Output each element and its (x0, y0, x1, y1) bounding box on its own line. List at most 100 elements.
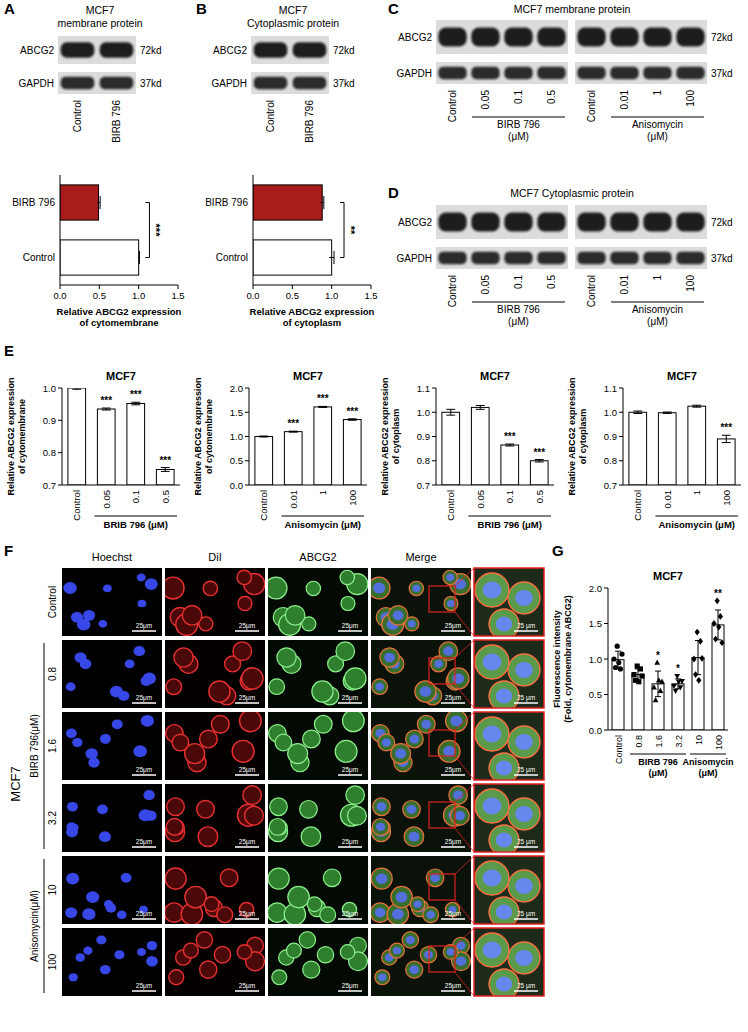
nucleus (88, 758, 99, 768)
tick (619, 388, 623, 389)
scale-label: 25μm (445, 838, 461, 846)
error-bar (329, 251, 334, 264)
scale-bar (132, 918, 156, 920)
row-label: 1.6 (47, 739, 58, 753)
blot-band (643, 212, 671, 231)
micrograph (268, 712, 368, 780)
plot-area (442, 405, 548, 485)
nucleus (483, 798, 502, 815)
axis-title: Relative ABCG2 expressionof cytomembrane (193, 377, 214, 495)
scale-bar (132, 630, 156, 632)
tick-label: 0.9 (604, 431, 617, 442)
channel-label: Merge (405, 551, 436, 563)
blot-membrane (436, 62, 568, 84)
point (713, 636, 718, 643)
tick (253, 285, 254, 289)
tick-label: 0.0 (589, 725, 602, 736)
lane-label: 0.5 (546, 90, 557, 104)
nucleus (375, 683, 384, 691)
nucleus (483, 870, 502, 887)
zoom-box (429, 586, 455, 612)
group-line (44, 859, 45, 993)
nucleus (496, 689, 513, 704)
group-line (611, 302, 704, 303)
cell-membrane (237, 945, 252, 960)
zoom-border (474, 928, 544, 996)
point (671, 684, 677, 689)
significance: *** (346, 406, 358, 417)
tick-label: 1.0 (325, 290, 338, 301)
point (611, 656, 616, 661)
micrograph (62, 712, 162, 780)
nucleus (395, 749, 406, 759)
tick (604, 659, 608, 660)
lane-label: 0.1 (513, 90, 524, 104)
chart: BIRB 796Control0.00.51.01.5Relative ABCG… (205, 175, 377, 328)
blot-band (643, 252, 671, 264)
zoom-box (429, 730, 455, 756)
cell-membrane (197, 801, 215, 819)
blot-band (610, 67, 638, 79)
bar (68, 388, 86, 485)
nucleus (98, 620, 107, 628)
scale-bar (235, 630, 259, 632)
lane-label: BIRB 796 (111, 100, 122, 143)
nucleus (96, 935, 106, 944)
category-label: 0.5 (534, 490, 545, 503)
cell-merge (489, 825, 519, 852)
nucleus (496, 761, 513, 776)
tick (604, 694, 608, 695)
cell-abcg2 (340, 945, 355, 960)
significance: *** (720, 422, 732, 433)
cell-abcg2 (286, 943, 301, 958)
scale-label: 25μm (342, 982, 358, 990)
cell-merge (443, 945, 458, 960)
significance-bracket (340, 203, 344, 258)
tick-label: 1.1 (604, 383, 617, 394)
tick (245, 436, 249, 437)
point (711, 620, 716, 627)
size-label: 72kd (140, 45, 162, 56)
chart-title: MCF7 (293, 370, 323, 382)
blot-band (293, 42, 327, 58)
image-background (371, 928, 471, 996)
tick-label: 1.0 (417, 407, 430, 418)
zoom-line (455, 972, 474, 996)
axis (62, 388, 63, 485)
nucleus (483, 582, 502, 599)
error-bar (289, 431, 298, 433)
scale-bar (338, 630, 362, 632)
cell-abcg2 (300, 801, 318, 819)
plot-area (60, 185, 139, 275)
cell-abcg2 (306, 581, 320, 595)
tick (619, 412, 623, 413)
tick-label: 0.0 (53, 290, 66, 301)
blot-panel: MCF7membrane proteinABCG272kdGAPDH37kdCo… (18, 4, 161, 143)
nucleus (99, 831, 111, 842)
point (716, 624, 721, 631)
micrograph (371, 928, 471, 996)
cell-merge (489, 969, 519, 996)
blot-band (610, 252, 638, 264)
nucleus (410, 965, 419, 974)
image-background (165, 784, 265, 852)
image-background (268, 568, 368, 636)
category-label: BIRB 796 (12, 197, 55, 208)
zoom-border (474, 640, 544, 708)
size-label: 37kd (140, 78, 162, 89)
cell-merge (391, 886, 412, 907)
image-background (268, 856, 368, 924)
scale-bar (235, 774, 259, 776)
image-background (371, 856, 471, 924)
scale-label: 25 μm (517, 766, 535, 774)
micrograph (62, 568, 162, 636)
nucleus (121, 873, 132, 883)
cell-abcg2 (268, 868, 289, 889)
micrograph (62, 856, 162, 924)
image-background (474, 568, 544, 636)
panel-letter: A (4, 0, 15, 17)
zoom-image (474, 712, 544, 780)
blot-membrane (58, 36, 136, 64)
tick (331, 285, 332, 289)
chart: BIRB 796Control0.00.51.01.5Relative ABCG… (12, 175, 184, 328)
